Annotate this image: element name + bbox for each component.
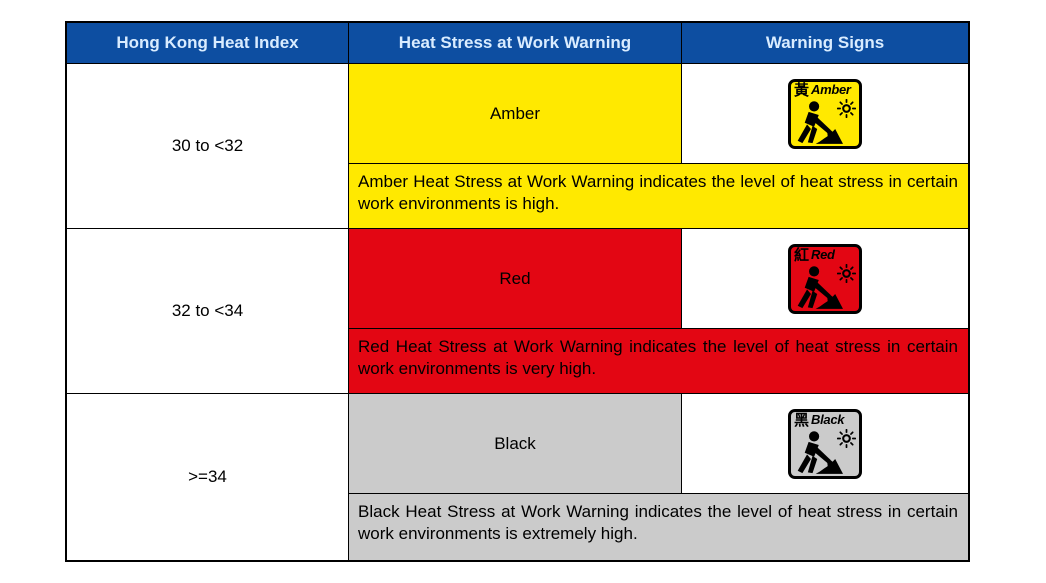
warning-sign-cell-black: 黑 Black (682, 394, 968, 494)
heat-stress-warning-table: Hong Kong Heat Index Heat Stress at Work… (65, 21, 970, 562)
sign-chinese-character: 黃 (794, 81, 810, 99)
sign-label: Amber (811, 81, 851, 97)
warning-level-amber: Amber (349, 64, 682, 164)
sun-icon (837, 263, 856, 283)
red-warning-sign: 紅 Red (788, 243, 862, 314)
worker-digging-icon (797, 265, 843, 309)
warning-description-amber: Amber Heat Stress at Work Warning indica… (349, 164, 968, 229)
amber-warning-sign: 黃 Amber (788, 78, 862, 149)
heat-index-range-black: >=34 (67, 394, 349, 560)
sun-icon (837, 98, 856, 118)
sign-chinese-character: 紅 (794, 246, 810, 264)
column-header-heat-index: Hong Kong Heat Index (67, 23, 349, 64)
warning-sign-cell-amber: 黃 Amber (682, 64, 968, 164)
warning-description-red: Red Heat Stress at Work Warning indicate… (349, 329, 968, 394)
column-header-warning: Heat Stress at Work Warning (349, 23, 682, 64)
warning-level-black: Black (349, 394, 682, 494)
sign-label: Black (811, 411, 845, 427)
heat-index-range-amber: 30 to <32 (67, 64, 349, 229)
worker-digging-icon (797, 430, 843, 474)
worker-digging-icon (797, 100, 843, 144)
heat-index-range-red: 32 to <34 (67, 229, 349, 394)
warning-description-black: Black Heat Stress at Work Warning indica… (349, 494, 968, 560)
sun-icon (837, 428, 856, 448)
sign-label: Red (811, 246, 835, 262)
sign-chinese-character: 黑 (794, 411, 810, 429)
warning-sign-cell-red: 紅 Red (682, 229, 968, 329)
black-warning-sign: 黑 Black (788, 408, 862, 479)
warning-level-red: Red (349, 229, 682, 329)
column-header-warning-signs: Warning Signs (682, 23, 968, 64)
